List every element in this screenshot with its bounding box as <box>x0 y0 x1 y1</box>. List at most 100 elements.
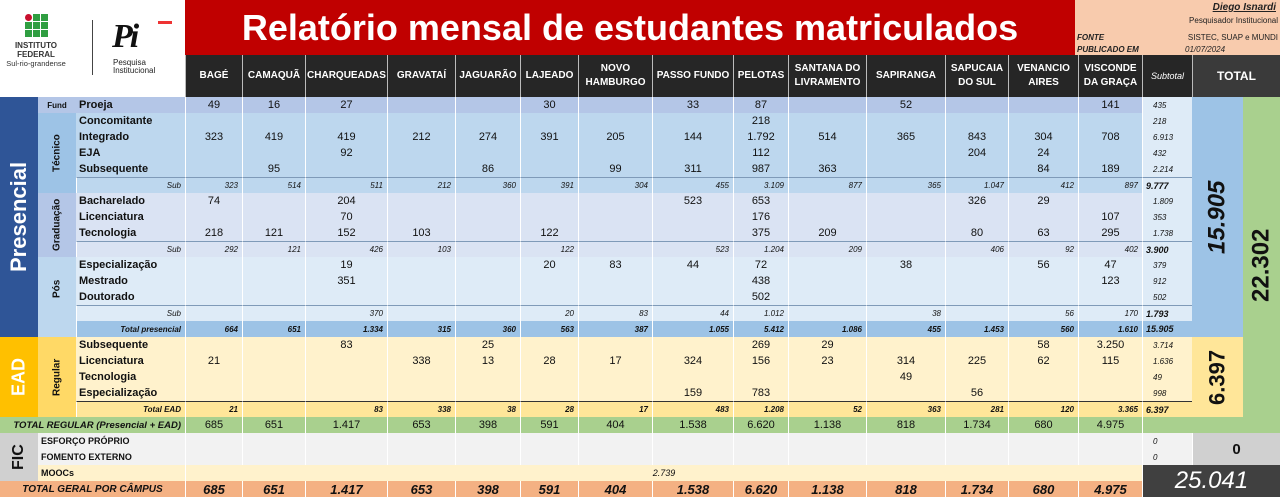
table-cell <box>387 193 455 209</box>
table-cell <box>1078 193 1142 209</box>
column-header: CHARQUEADAS <box>305 55 387 97</box>
subtotal-cell: 998 <box>1142 385 1192 401</box>
pi-logo-text: Pesquisa Institucional <box>113 58 156 75</box>
column-header: VISCONDE DA GRAÇA <box>1078 55 1142 97</box>
table-cell <box>578 113 652 129</box>
table-cell <box>305 449 387 465</box>
if-name2: FEDERAL <box>17 50 55 59</box>
table-cell: 92 <box>305 145 387 161</box>
table-cell: 204 <box>945 145 1008 161</box>
group-regular: Regular <box>38 337 76 417</box>
row-label: Licenciatura <box>76 353 185 369</box>
table-cell: 1.012 <box>733 305 788 321</box>
table-cell <box>305 385 387 401</box>
table-cell <box>788 305 866 321</box>
table-cell <box>242 209 305 225</box>
table-cell <box>788 385 866 401</box>
table-cell <box>945 369 1008 385</box>
total-regular: 22.302 <box>1243 97 1280 433</box>
table-cell: 121 <box>242 241 305 257</box>
table-cell: 365 <box>866 129 945 145</box>
table-cell: 121 <box>242 225 305 241</box>
table-cell <box>520 337 578 353</box>
table-cell: 25 <box>455 337 520 353</box>
table-cell: 295 <box>1078 225 1142 241</box>
table-cell: 72 <box>733 257 788 273</box>
table-cell: 877 <box>788 177 866 193</box>
if-name: INSTITUTO <box>14 41 58 50</box>
column-header: LAJEADO <box>520 55 578 97</box>
table-cell <box>242 113 305 129</box>
table-cell: 189 <box>1078 161 1142 177</box>
table-cell <box>1008 385 1078 401</box>
section-presencial: Presencial <box>0 97 38 337</box>
table-cell <box>455 369 520 385</box>
table-cell: 523 <box>652 241 733 257</box>
table-cell <box>866 193 945 209</box>
table-cell: 685 <box>185 417 242 433</box>
table-cell <box>242 337 305 353</box>
table-cell: 360 <box>455 321 520 337</box>
table-cell: 205 <box>578 129 652 145</box>
if-sub: Sul-rio-grandense <box>6 59 66 68</box>
table-cell: 1.086 <box>788 321 866 337</box>
table-cell: 412 <box>1008 177 1078 193</box>
table-cell: 365 <box>866 177 945 193</box>
table-cell: 314 <box>866 353 945 369</box>
table-cell <box>455 241 520 257</box>
table-cell <box>652 113 733 129</box>
subtotal-cell: 0 <box>1142 433 1192 449</box>
table-cell: 323 <box>185 177 242 193</box>
table-cell <box>387 289 455 305</box>
table-cell: 123 <box>1078 273 1142 289</box>
table-cell: 404 <box>578 417 652 433</box>
table-cell: 52 <box>866 97 945 113</box>
row-label: EJA <box>76 145 185 161</box>
row-label: Integrado <box>76 129 185 145</box>
table-cell: 292 <box>185 241 242 257</box>
row-label: Especialização <box>76 257 185 273</box>
table-cell <box>387 337 455 353</box>
table-cell <box>945 161 1008 177</box>
table-cell: 44 <box>652 305 733 321</box>
table-cell <box>185 113 242 129</box>
table-cell <box>866 113 945 129</box>
table-cell: 685 <box>185 481 242 497</box>
table-cell: 438 <box>733 273 788 289</box>
subtotal-cell: 3.900 <box>1142 241 1192 257</box>
table-cell <box>305 161 387 177</box>
group-spacer <box>38 321 76 337</box>
table-cell <box>788 113 866 129</box>
table-cell: 680 <box>1008 481 1078 497</box>
row-label: Concomitante <box>76 113 185 129</box>
subtotal-cell: 3.714 <box>1142 337 1192 353</box>
table-cell <box>455 273 520 289</box>
table-cell <box>455 145 520 161</box>
table-cell <box>788 193 866 209</box>
table-cell <box>1078 289 1142 305</box>
logo-divider <box>92 20 93 75</box>
subtotal-cell: 2.214 <box>1142 161 1192 177</box>
table-cell: 20 <box>520 305 578 321</box>
table-cell: 398 <box>455 481 520 497</box>
table-cell <box>945 97 1008 113</box>
table-cell <box>520 113 578 129</box>
table-cell <box>788 145 866 161</box>
table-cell <box>455 433 520 449</box>
table-cell: 204 <box>305 193 387 209</box>
pi-logo: Pi <box>112 20 172 54</box>
table-cell: 21 <box>185 353 242 369</box>
table-cell <box>578 97 652 113</box>
row-label: Sub <box>76 177 185 193</box>
table-cell <box>387 305 455 321</box>
table-cell: 27 <box>305 97 387 113</box>
table-cell <box>387 273 455 289</box>
table-cell <box>387 209 455 225</box>
table-cell: 70 <box>305 209 387 225</box>
column-header: GRAVATAÍ <box>387 55 455 97</box>
table-cell <box>520 433 578 449</box>
table-cell: 209 <box>788 225 866 241</box>
table-cell <box>387 145 455 161</box>
table-cell: 455 <box>652 177 733 193</box>
moocs-value: 2.739 <box>185 465 1142 481</box>
